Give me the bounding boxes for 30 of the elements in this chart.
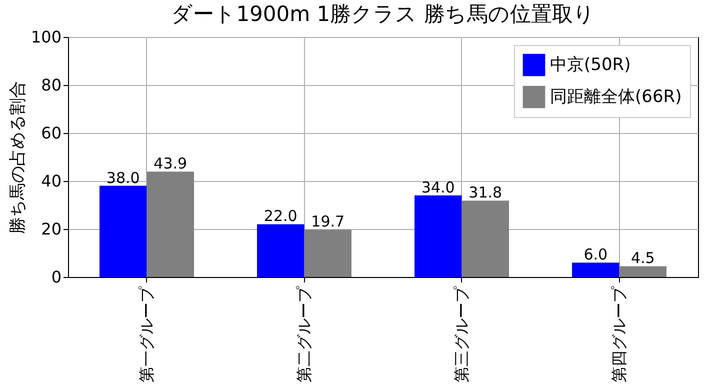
data-label: 22.0 [264,207,298,226]
y-tick-label: 100 [30,28,62,46]
x-tick-label: 第四グループ [609,286,628,382]
y-tick-label: 40 [41,172,62,190]
bar [619,266,666,277]
bar [414,195,462,277]
bar [257,224,304,277]
legend-label: 中京(50R) [550,55,631,75]
bar [304,230,352,277]
x-tick-label: 第一グループ [136,286,156,382]
data-label: 43.9 [154,154,188,173]
bar [100,186,147,277]
data-label: 19.7 [311,212,345,231]
bar [572,262,620,277]
bar [462,200,509,277]
data-label: 38.0 [106,168,140,187]
bar [146,172,194,277]
chart-title: ダート1900m 1勝クラス 勝ち馬の位置取り [171,2,595,26]
y-tick-label: 0 [51,268,62,286]
x-tick-label: 第三グループ [452,286,471,382]
data-label: 6.0 [584,246,608,264]
data-label: 4.5 [630,249,655,268]
data-label: 34.0 [421,178,455,196]
y-tick-label: 60 [41,124,62,142]
x-tick-label: 第二グループ [294,286,314,382]
data-label: 31.8 [468,184,502,202]
y-tick-label: 20 [41,220,62,238]
y-axis-title: 勝ち馬の占める割合 [8,81,28,234]
legend-label: 同距離全体(66R) [550,87,682,107]
y-tick-label: 80 [41,76,62,94]
